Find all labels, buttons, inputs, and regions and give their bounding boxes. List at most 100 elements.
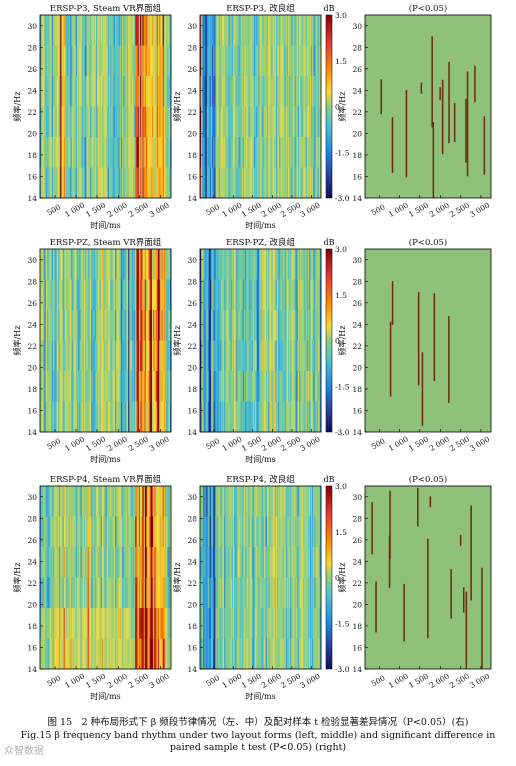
heatmap-cell [42, 76, 44, 107]
heatmap-cell [135, 638, 137, 670]
significance-background [365, 249, 491, 432]
heatmap-cell [160, 310, 162, 341]
heatmap-cell [65, 577, 67, 609]
heatmap-cell [84, 249, 86, 280]
heatmap-cell [274, 76, 277, 107]
heatmap-cell [224, 167, 226, 199]
heatmap-cell [273, 137, 276, 168]
heatmap-cell [213, 340, 215, 372]
heatmap-cell [253, 279, 256, 311]
significant-segment [427, 538, 429, 639]
heatmap-cell [166, 401, 168, 433]
heatmap-cell [42, 340, 44, 372]
heatmap-cell [140, 310, 142, 341]
x-tick-label: 2 000 [260, 434, 283, 453]
x-tick-label: 1 500 [84, 200, 107, 219]
heatmap-cell [60, 401, 62, 433]
heatmap-cell [43, 486, 46, 517]
heatmap-cell [157, 15, 160, 46]
heatmap-cell [240, 45, 243, 77]
heatmap-cell [301, 340, 303, 372]
heatmap-cell [201, 516, 203, 548]
heatmap-cell [292, 310, 294, 341]
heatmap-cell [80, 638, 82, 670]
heatmap-cell [211, 137, 213, 168]
heatmap-cell [54, 167, 56, 199]
heatmap-cell [301, 577, 303, 609]
heatmap-cell [145, 401, 148, 433]
heatmap-cell [303, 547, 305, 578]
heatmap-cell [122, 310, 124, 341]
heatmap-cell [220, 516, 223, 548]
heatmap-cell [65, 167, 67, 199]
heatmap-cell [317, 371, 320, 402]
heatmap-cell [41, 577, 43, 609]
heatmap-cell [47, 106, 49, 138]
heatmap-cell [250, 486, 252, 517]
heatmap-cell [238, 249, 240, 280]
heatmap-cell [242, 371, 245, 402]
heatmap-cell [122, 340, 124, 372]
heatmap-cell [295, 15, 298, 46]
heatmap-cell [266, 340, 268, 372]
heatmap-cell [119, 137, 122, 168]
heatmap-cell [204, 167, 206, 199]
heatmap-cell [136, 76, 138, 107]
heatmap-cell [214, 15, 216, 46]
heatmap-cell [264, 577, 267, 609]
heatmap-cell [78, 577, 80, 609]
heatmap-cell [91, 486, 93, 517]
heatmap-cell [237, 638, 239, 670]
heatmap-cell [305, 577, 307, 609]
heatmap-cell [252, 638, 255, 670]
heatmap-cell [251, 137, 254, 168]
heatmap-cell [289, 547, 291, 578]
heatmap-cell [289, 371, 291, 402]
heatmap-cell [319, 340, 322, 372]
heatmap-cell [109, 137, 111, 168]
heatmap-cell [293, 15, 295, 46]
heatmap-cell [90, 547, 92, 578]
panel-title-r2-c1: ERSP-PZ, Steam VR界面组 [50, 237, 162, 248]
heatmap-cell [211, 638, 213, 670]
heatmap-cell [311, 516, 313, 548]
heatmap-cell [202, 486, 204, 517]
heatmap-cell [239, 608, 241, 639]
heatmap-cell [204, 249, 206, 280]
heatmap-cell [278, 45, 280, 77]
heatmap-cell [111, 638, 113, 670]
heatmap-cell [149, 401, 152, 433]
heatmap-cell [81, 547, 84, 578]
heatmap-cell [147, 137, 149, 168]
heatmap-cell [50, 167, 53, 199]
heatmap-cell [48, 608, 50, 639]
heatmap-cell [49, 15, 52, 46]
heatmap-cell [302, 340, 304, 372]
heatmap-cell [95, 638, 98, 670]
heatmap-cell [81, 371, 84, 402]
heatmap-cell [242, 547, 245, 578]
heatmap-cell [165, 15, 167, 46]
significant-segment [403, 583, 405, 642]
heatmap-cell [82, 310, 85, 341]
y-tick-label: 22 [27, 579, 37, 588]
heatmap-cell [91, 249, 93, 280]
heatmap-cell [55, 340, 57, 372]
heatmap-cell [111, 340, 113, 372]
heatmap-cell [151, 45, 154, 77]
heatmap-cell [65, 249, 67, 280]
heatmap-cell [224, 45, 226, 77]
heatmap-cell [215, 608, 217, 639]
heatmap-cell [261, 15, 263, 46]
heatmap-cell [273, 577, 276, 609]
heatmap-cell [124, 516, 127, 548]
heatmap-cell [230, 249, 233, 280]
heatmap-cell [60, 486, 62, 517]
heatmap-cell [294, 76, 296, 107]
heatmap-cell [259, 76, 261, 107]
heatmap-cell [44, 516, 47, 548]
heatmap-cell [304, 279, 306, 311]
heatmap-cell [151, 638, 154, 670]
heatmap-cell [74, 401, 77, 433]
heatmap-cell [237, 608, 239, 639]
